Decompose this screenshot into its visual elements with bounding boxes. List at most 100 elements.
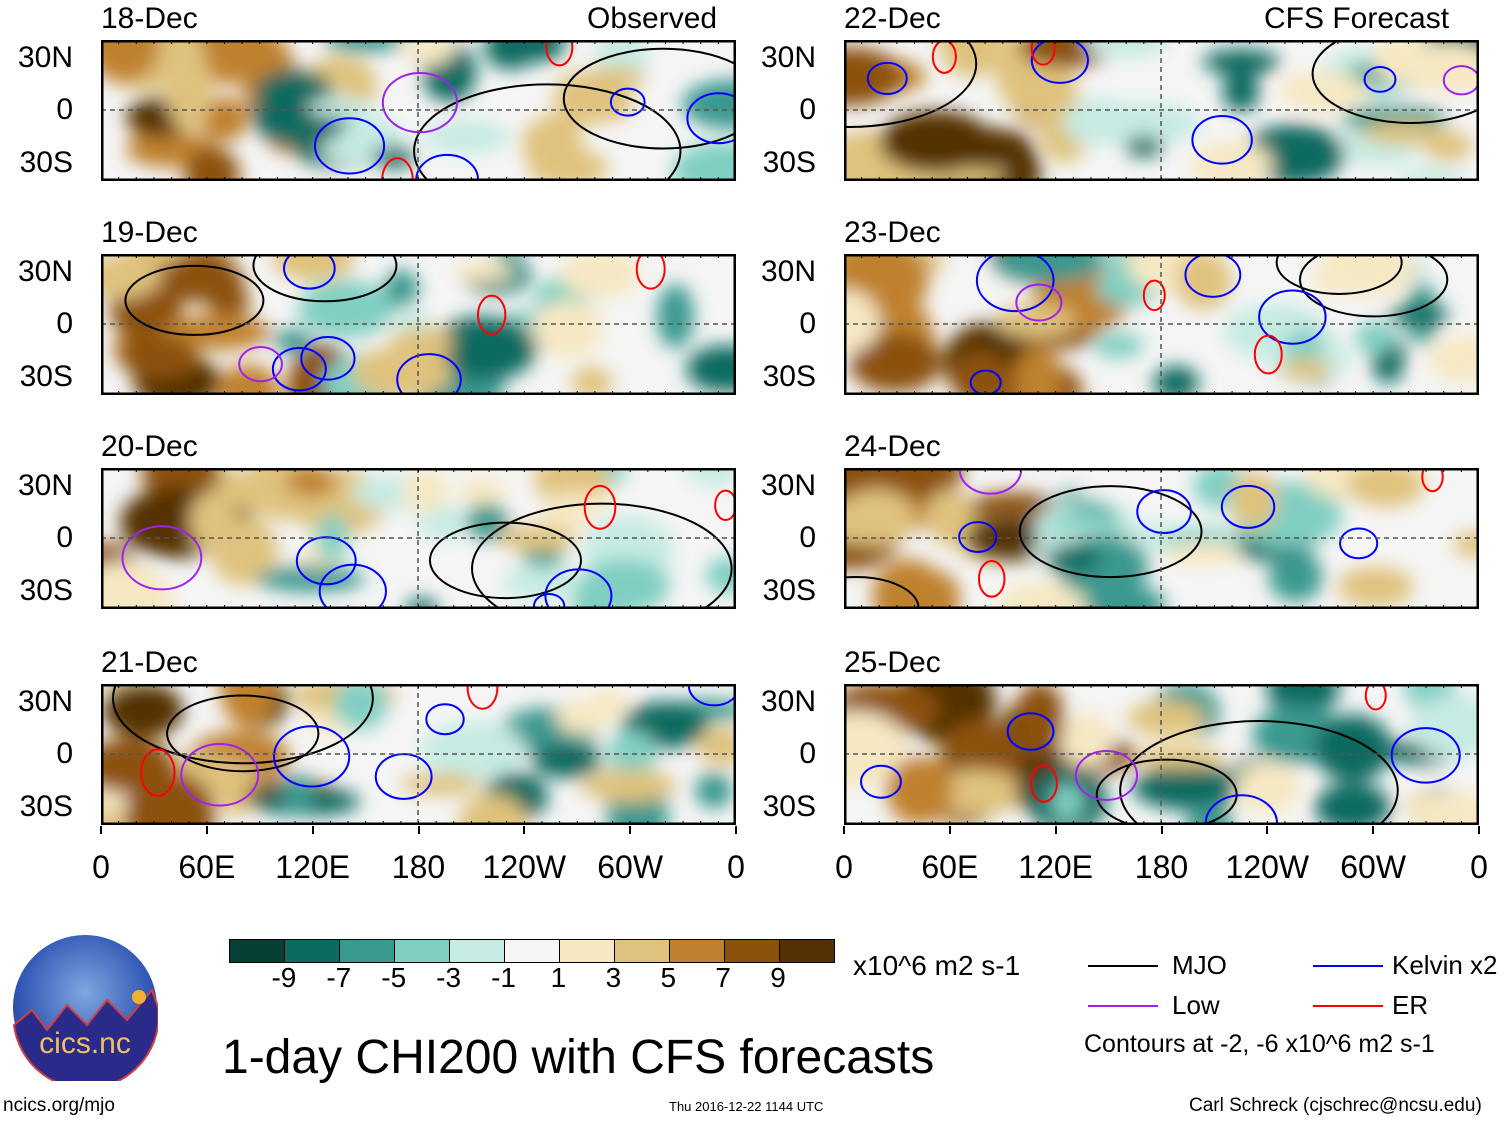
logo-text: cics.nc [39,1027,131,1060]
lon-label: 60E [921,849,979,885]
kelvin-contour [273,725,351,788]
footer-url[interactable]: ncics.org/mjo [3,1095,115,1116]
panel-date: 19-Dec [101,216,198,249]
map-panel [844,40,1479,181]
er-contour [476,294,507,335]
kelvin-contour [271,346,327,392]
map-panel [844,684,1479,825]
lat-label: 0 [799,93,816,126]
lon-label: 180 [1134,849,1189,885]
er-contour [140,748,176,797]
lat-label: 0 [799,521,816,554]
chi200-anomaly-field [844,40,1479,181]
lat-label: 30S [19,790,73,823]
mjo-contour [413,83,682,181]
mjo-contour [562,47,736,150]
colorbar-tick-label: 5 [660,962,677,993]
lon-label: 180 [391,849,446,885]
mjo-contour [1119,720,1399,825]
colorbar-swatch [560,940,615,962]
lat-label: 0 [56,93,73,126]
colorbar-swatch [230,940,285,962]
kelvin-contour [1258,289,1327,345]
panel-date: 24-Dec [844,430,941,463]
er-contour [583,484,617,530]
low-contour [121,525,203,591]
mjo-contour [252,254,398,303]
legend-line-low [1088,1005,1158,1007]
colorbar [229,939,835,963]
colorbar-tick-label: -9 [271,962,297,993]
mjo-contour [471,502,733,609]
mjo-contour [112,684,374,765]
lon-label: 120W [1225,849,1310,885]
er-contour [635,254,666,290]
lat-label: 30S [19,146,73,179]
lat-label: 0 [56,737,73,770]
lat-label: 30S [19,574,73,607]
footer-author: Carl Schreck (cjschrec@ncsu.edu) [1189,1095,1482,1116]
panel-date: 18-Dec [101,2,198,35]
lat-label: 30N [760,41,816,74]
lon-label: 120E [275,849,351,885]
forecast-label: CFS Forecast [1264,2,1450,35]
legend-label-kelvin: Kelvin x2 [1392,950,1498,980]
lat-label: 0 [56,307,73,340]
lat-label: 30S [19,360,73,393]
low-contour [1442,65,1479,96]
mjo-contour [428,521,583,600]
lat-label: 30N [17,685,73,718]
low-contour [238,346,283,383]
legend-line-kelvin [1313,965,1383,967]
lat-label: 30S [762,790,816,823]
low-contour [180,742,260,807]
lat-label: 30N [760,685,816,718]
chi200-anomaly-field [844,254,1479,395]
figure-title: 1-day CHI200 with CFS forecasts [222,1031,935,1084]
kelvin-contour [425,703,465,736]
lon-label: 120W [482,849,567,885]
map-panel [101,40,736,181]
lon-label: 0 [727,849,745,885]
mjo-contour [844,40,978,128]
lon-label: 60W [1340,849,1407,885]
kelvin-contour [532,592,566,609]
kelvin-contour [609,87,646,117]
legend-line-er [1313,1005,1383,1007]
low-contour [1015,283,1063,322]
er-contour [1364,684,1387,711]
kelvin-contour [1390,727,1461,784]
lat-label: 30N [17,255,73,288]
lon-label: 60W [597,849,664,885]
chi200-anomaly-field [844,468,1479,609]
colorbar-units: x10^6 m2 s-1 [853,950,1021,981]
legend-line-mjo [1088,965,1158,967]
panel-date: 23-Dec [844,216,941,249]
kelvin-contour [1191,115,1253,165]
colorbar-swatch [395,940,450,962]
er-contour [466,684,499,710]
panel-date: 21-Dec [101,646,198,679]
lat-label: 30N [760,469,816,502]
kelvin-contour [975,254,1055,313]
er-contour [545,40,574,67]
map-panel [101,684,736,825]
panel-date: 22-Dec [844,2,941,35]
colorbar-tick-label: 3 [605,962,622,993]
er-contour [1253,334,1283,375]
lon-label: 0 [835,849,853,885]
kelvin-contour [686,92,736,145]
colorbar-swatch [505,940,560,962]
er-contour [1029,764,1058,803]
lat-label: 0 [799,737,816,770]
colorbar-tick-label: -1 [491,962,516,993]
colorbar-tick-label: -5 [381,962,407,993]
colorbar-tick-label: 1 [550,962,567,993]
low-contour [1074,749,1139,801]
cics-logo: cics.nc [12,935,158,1081]
lat-label: 0 [56,521,73,554]
colorbar-swatch [285,940,340,962]
lat-label: 30S [762,574,816,607]
colorbar-swatch [670,940,725,962]
